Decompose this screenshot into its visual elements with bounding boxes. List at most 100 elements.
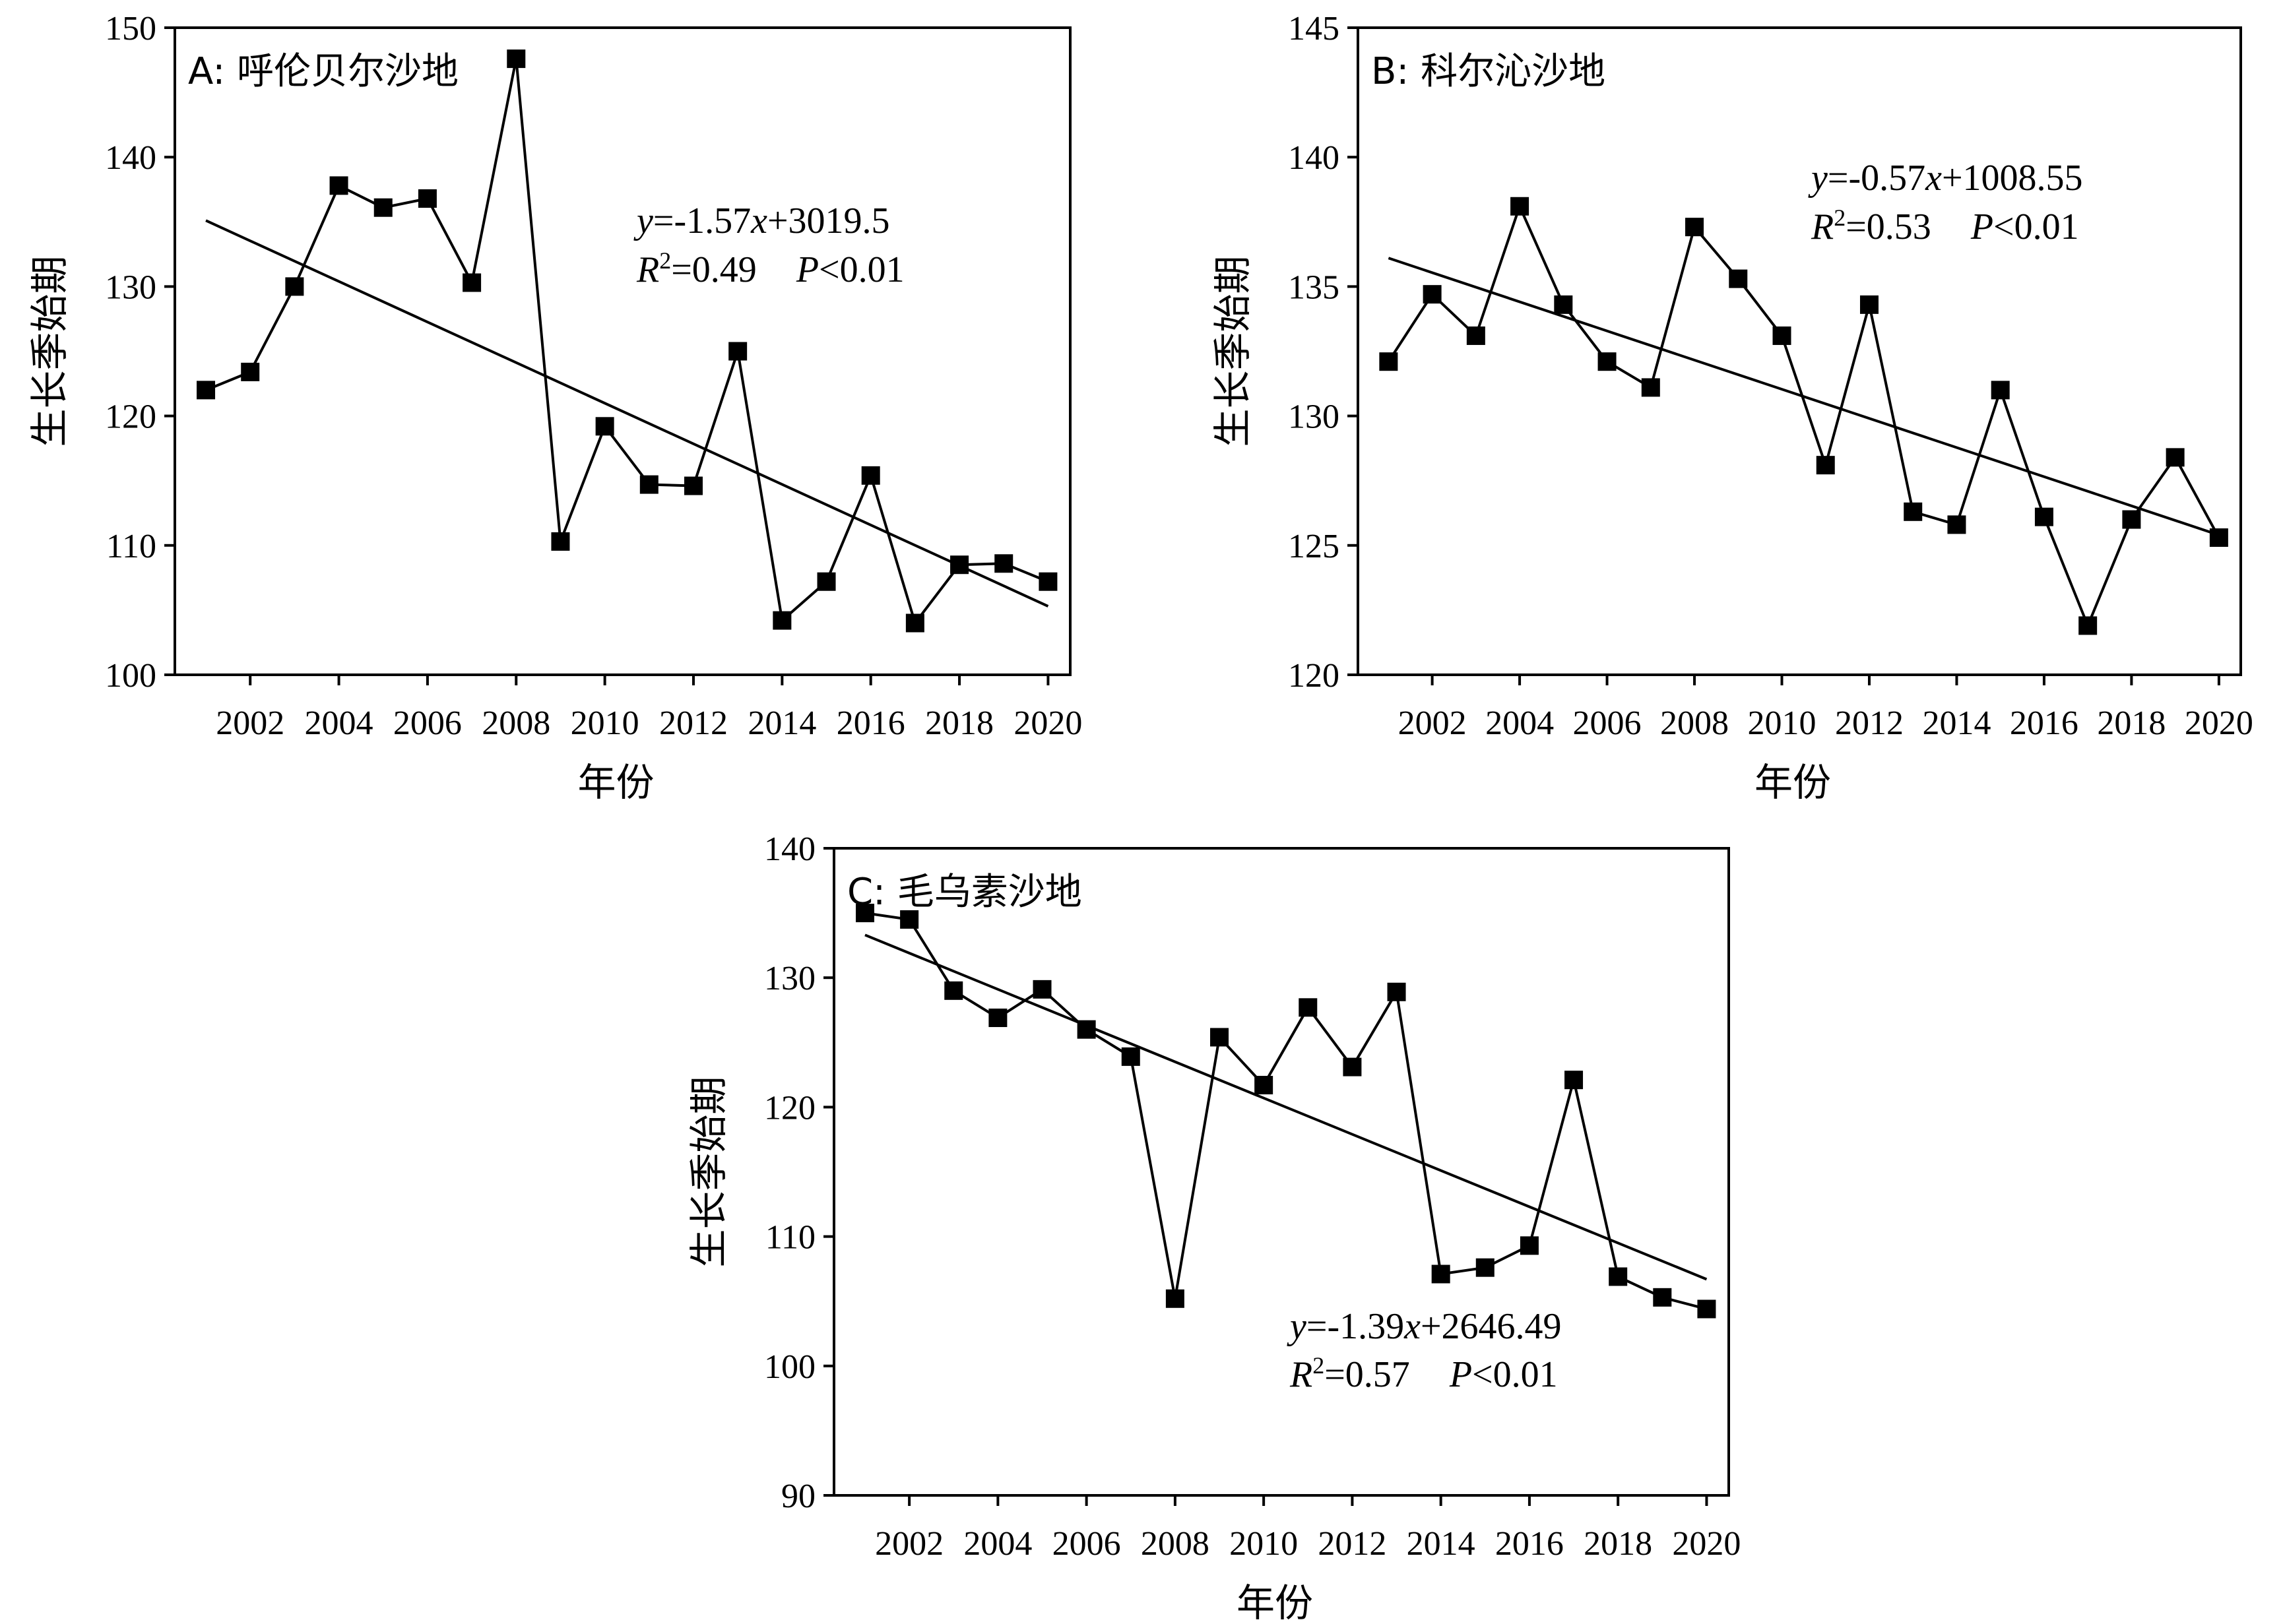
equation-part: +2646.49 xyxy=(1421,1306,1562,1347)
plot-frame xyxy=(174,26,1072,676)
r-superscript: 2 xyxy=(659,247,671,274)
equation-part: x xyxy=(1403,1306,1421,1347)
data-point xyxy=(2122,510,2141,529)
p-value: <0.01 xyxy=(1993,206,2079,247)
data-point xyxy=(950,555,969,575)
x-tick-label: 2014 xyxy=(748,704,816,742)
data-point xyxy=(1387,982,1406,1001)
x-tick-label: 2004 xyxy=(305,704,373,742)
data-point xyxy=(817,572,836,591)
data-point xyxy=(2034,507,2053,526)
data-point xyxy=(1904,502,1923,521)
data-point xyxy=(241,362,260,381)
series-line xyxy=(1387,203,2220,629)
y-tick-label: 110 xyxy=(765,1219,816,1257)
x-tick-label: 2002 xyxy=(216,704,284,742)
data-point xyxy=(197,381,216,400)
x-tick-label: 2006 xyxy=(1573,704,1642,742)
chart-panel-3: 90 100 110 120 130 140 2002 2004 2006 2008 2010 201… xyxy=(686,830,1741,1624)
data-point xyxy=(1729,269,1748,288)
p-symbol: P xyxy=(1970,206,1993,247)
x-tick-label: 2006 xyxy=(1052,1525,1121,1563)
regression-stats: R2=0.49 P<0.01 xyxy=(636,247,905,290)
data-point xyxy=(944,981,963,1000)
r-value: =0.57 xyxy=(1324,1354,1410,1395)
data-point xyxy=(1653,1288,1672,1307)
data-point xyxy=(1772,326,1791,345)
x-tick-label: 2014 xyxy=(1922,704,1991,742)
data-point xyxy=(1423,285,1442,304)
x-tick-label: 2004 xyxy=(963,1525,1032,1563)
data-point xyxy=(1816,456,1835,475)
y-tick-label: 120 xyxy=(1288,657,1339,695)
y-tick-label: 120 xyxy=(105,398,156,436)
data-point xyxy=(861,466,880,485)
x-tick-label: 2018 xyxy=(1584,1525,1652,1563)
p-value: <0.01 xyxy=(819,249,905,290)
y-tick-label: 110 xyxy=(106,528,156,565)
x-tick-label: 2016 xyxy=(837,704,905,742)
y-tick-label: 130 xyxy=(764,960,816,997)
equation-part: x xyxy=(1925,158,1942,199)
data-point xyxy=(988,1009,1008,1028)
data-point xyxy=(2166,448,2185,467)
data-point xyxy=(595,417,614,436)
data-point xyxy=(285,277,304,296)
data-point xyxy=(1466,326,1485,345)
x-tick-label: 2012 xyxy=(1318,1525,1386,1563)
equation-part: y xyxy=(1287,1306,1306,1347)
data-point xyxy=(1077,1020,1096,1039)
data-point xyxy=(684,476,703,495)
x-tick-label: 2008 xyxy=(482,704,550,742)
p-value: <0.01 xyxy=(1472,1354,1558,1395)
data-point xyxy=(1609,1267,1628,1286)
p-symbol: P xyxy=(796,249,819,290)
data-point xyxy=(2209,528,2228,547)
chart-panel-1: 100 110 120 130 140 150 2002 2004 2006 2008 2010 20… xyxy=(27,10,1082,805)
y-tick-label: 135 xyxy=(1288,268,1339,306)
data-point xyxy=(329,176,348,195)
x-tick-label: 2008 xyxy=(1141,1525,1209,1563)
x-tick-label: 2016 xyxy=(1495,1525,1564,1563)
x-tick-label: 2020 xyxy=(1672,1525,1741,1563)
data-point xyxy=(1564,1071,1584,1090)
data-point xyxy=(1685,218,1704,237)
panel-title: C: 毛乌素沙地 xyxy=(847,871,1082,914)
x-tick-label: 2010 xyxy=(1748,704,1817,742)
data-point xyxy=(1039,572,1058,591)
regression-stats: R2=0.53 P<0.01 xyxy=(1811,204,2079,247)
r-superscript: 2 xyxy=(1834,204,1846,231)
y-tick-label: 140 xyxy=(764,830,816,868)
data-point xyxy=(1343,1057,1362,1077)
y-tick-label: 100 xyxy=(105,657,156,695)
data-point xyxy=(2078,616,2098,635)
y-tick-label: 120 xyxy=(764,1089,816,1127)
trend-line xyxy=(864,933,1708,1281)
data-point xyxy=(855,904,874,923)
series-line xyxy=(864,912,1707,1311)
data-point xyxy=(728,342,748,361)
r-value: =0.49 xyxy=(671,249,757,290)
equation-part: x xyxy=(750,201,767,241)
data-point xyxy=(773,611,792,630)
y-axis-title: 生长季始期 xyxy=(686,1076,731,1267)
x-tick-label: 2020 xyxy=(1013,704,1082,742)
y-tick-label: 140 xyxy=(105,139,156,177)
data-point xyxy=(639,475,659,494)
x-axis-title: 年份 xyxy=(577,760,654,805)
x-tick-label: 2010 xyxy=(571,704,639,742)
regression-stats: R2=0.57 P<0.01 xyxy=(1289,1352,1558,1395)
regression-equation: y=-1.39x+2646.49 xyxy=(1287,1306,1562,1347)
p-symbol: P xyxy=(1449,1354,1472,1395)
plot-frame xyxy=(833,847,1730,1497)
data-point xyxy=(418,189,437,208)
data-point xyxy=(1254,1076,1273,1095)
data-point xyxy=(1991,381,2010,400)
equation-part: y xyxy=(1808,158,1828,199)
data-point xyxy=(507,49,526,69)
chart-panel-2: 120 125 130 135 140 145 2002 2004 2006 2008 2010 20… xyxy=(1210,10,2253,805)
x-tick-label: 2002 xyxy=(875,1525,944,1563)
x-tick-label: 2012 xyxy=(1835,704,1904,742)
x-tick-label: 2018 xyxy=(925,704,994,742)
